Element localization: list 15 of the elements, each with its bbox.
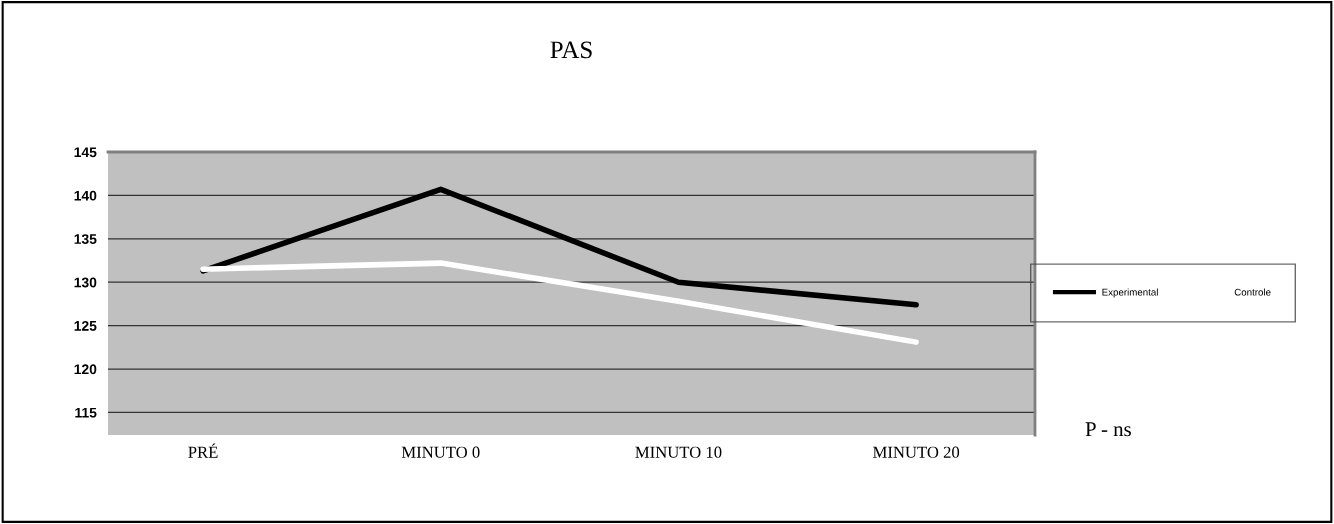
y-tick-label: 135 — [74, 234, 97, 244]
y-tick-label: 140 — [74, 190, 97, 201]
x-tick-label: MINUTO 0 — [401, 446, 480, 458]
text: P - ns — [1085, 422, 1131, 437]
x-tick-label: MINUTO 20 — [873, 446, 960, 458]
y-tick-label: 125 — [74, 320, 97, 331]
y-tick-label: 115 — [75, 407, 97, 418]
y-tick-label: 130 — [74, 277, 97, 288]
text: Controle — [1234, 288, 1271, 296]
legend-label: Experimental — [1102, 288, 1158, 298]
y-tick-label: 120 — [74, 364, 97, 375]
x-tick-label: MINUTO 10 — [635, 446, 722, 458]
y-tick-label: 145 — [74, 147, 97, 158]
x-tick-label: PRÉ — [188, 443, 218, 458]
chart-title: PAS — [550, 41, 592, 59]
